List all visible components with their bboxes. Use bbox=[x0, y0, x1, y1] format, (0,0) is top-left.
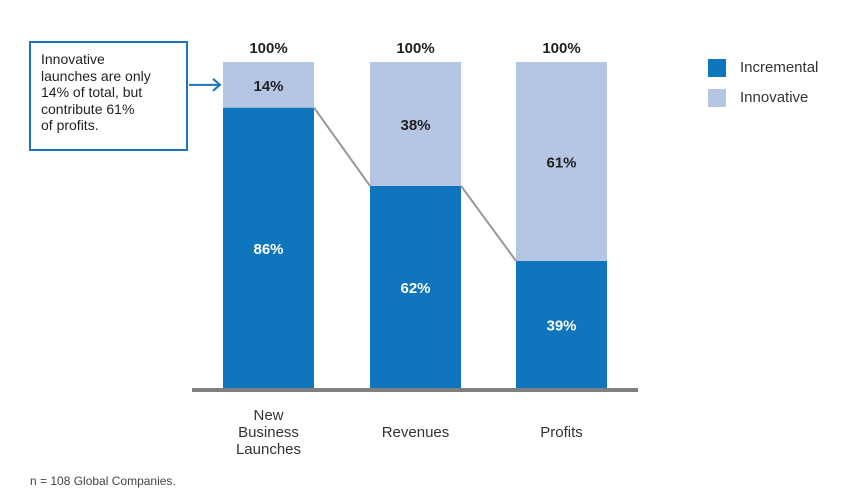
data-label-innovative: 61% bbox=[546, 154, 576, 171]
total-label: 100% bbox=[249, 40, 287, 57]
bar-innovative bbox=[516, 62, 607, 261]
callout-line: 14% of total, but bbox=[41, 84, 143, 100]
bar-innovative bbox=[223, 62, 314, 108]
legend-item-innovative: Innovative bbox=[708, 88, 818, 107]
bar-incremental bbox=[223, 107, 314, 388]
callout-arrow-head bbox=[212, 78, 222, 92]
category-label: New bbox=[253, 407, 283, 424]
category-label: Profits bbox=[540, 424, 583, 441]
bar-incremental bbox=[370, 185, 461, 388]
legend: Incremental Innovative bbox=[708, 58, 818, 118]
category-label: Revenues bbox=[382, 424, 450, 441]
x-axis-baseline bbox=[192, 388, 638, 392]
legend-label-innovative: Innovative bbox=[740, 89, 809, 106]
footnote: n = 108 Global Companies. bbox=[30, 474, 176, 488]
data-label-incremental: 39% bbox=[546, 317, 576, 334]
data-label-innovative: 38% bbox=[400, 117, 430, 134]
connector-line bbox=[313, 107, 371, 187]
data-label-incremental: 62% bbox=[400, 280, 430, 297]
bar-incremental bbox=[516, 260, 607, 388]
callout-line: contribute 61% bbox=[41, 100, 135, 117]
category-label: Launches bbox=[236, 441, 301, 458]
legend-item-incremental: Incremental bbox=[708, 58, 818, 77]
total-label: 100% bbox=[542, 40, 580, 57]
connector-line bbox=[460, 185, 517, 262]
callout-line: Innovative bbox=[41, 51, 105, 67]
category-label: Business bbox=[238, 424, 299, 441]
total-label: 100% bbox=[396, 40, 434, 57]
legend-label-incremental: Incremental bbox=[740, 59, 819, 76]
bar-innovative bbox=[370, 62, 461, 186]
legend-swatch-incremental bbox=[708, 58, 726, 77]
data-label-incremental: 86% bbox=[253, 241, 283, 258]
callout-line: launches are only bbox=[41, 67, 151, 84]
data-label-innovative: 14% bbox=[253, 78, 283, 95]
callout-line: of profits. bbox=[41, 117, 99, 133]
legend-swatch-innovative bbox=[708, 88, 726, 107]
callout-box: Innovative launches are only 14% of tota… bbox=[29, 41, 188, 151]
